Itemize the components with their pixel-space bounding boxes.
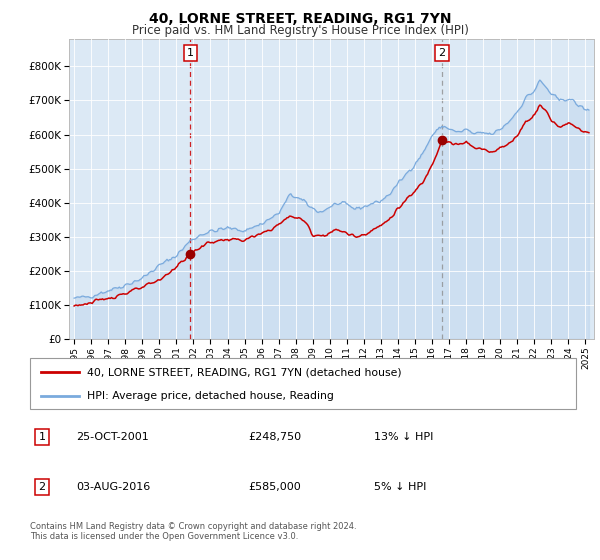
Text: 40, LORNE STREET, READING, RG1 7YN (detached house): 40, LORNE STREET, READING, RG1 7YN (deta… <box>88 367 402 377</box>
Text: 2: 2 <box>439 48 446 58</box>
Text: 1: 1 <box>187 48 194 58</box>
Text: 25-OCT-2001: 25-OCT-2001 <box>76 432 149 442</box>
Text: 13% ↓ HPI: 13% ↓ HPI <box>374 432 433 442</box>
Text: 40, LORNE STREET, READING, RG1 7YN: 40, LORNE STREET, READING, RG1 7YN <box>149 12 451 26</box>
Text: Contains HM Land Registry data © Crown copyright and database right 2024.
This d: Contains HM Land Registry data © Crown c… <box>30 522 356 542</box>
Text: £585,000: £585,000 <box>248 482 301 492</box>
FancyBboxPatch shape <box>30 358 576 409</box>
Text: HPI: Average price, detached house, Reading: HPI: Average price, detached house, Read… <box>88 391 334 401</box>
Text: 1: 1 <box>38 432 46 442</box>
Text: 03-AUG-2016: 03-AUG-2016 <box>76 482 151 492</box>
Text: £248,750: £248,750 <box>248 432 302 442</box>
Text: 2: 2 <box>38 482 46 492</box>
Text: Price paid vs. HM Land Registry's House Price Index (HPI): Price paid vs. HM Land Registry's House … <box>131 24 469 36</box>
Text: 5% ↓ HPI: 5% ↓ HPI <box>374 482 427 492</box>
